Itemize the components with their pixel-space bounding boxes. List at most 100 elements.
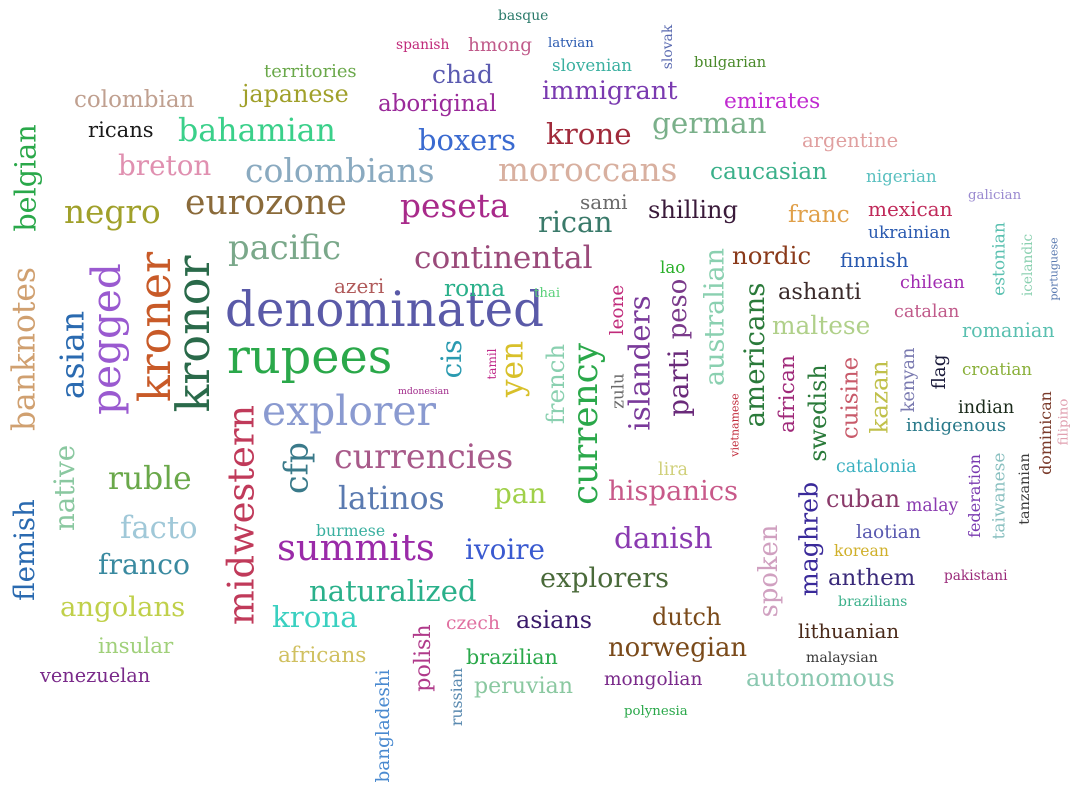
word-cfp: cfp [276,442,316,494]
word-latvian: latvian [548,36,594,52]
word-danish: danish [614,521,713,556]
word-colombian: colombian [74,86,195,113]
word-laotian: laotian [856,521,921,543]
word-thai: thai [534,286,561,302]
word-galician: galician [968,188,1022,204]
word-krone: krone [546,117,632,152]
word-japanese: japanese [242,80,349,109]
word-mdonesian: mdonesian [398,386,450,398]
word-russian: russian [447,667,467,727]
word-ivoire: ivoire [465,533,545,567]
word-portuguese: portuguese [1047,237,1061,301]
word-cuban: cuban [826,485,901,513]
word-ashanti: ashanti [778,278,862,305]
word-asians: asians [516,606,593,635]
word-denominated: denominated [225,281,545,338]
word-romanian: romanian [962,319,1055,343]
word-slovak: slovak [660,24,677,70]
word-mexican: mexican [868,197,953,221]
word-chilean: chilean [900,273,965,294]
word-hispanics: hispanics [608,476,739,508]
word-islanders: islanders [622,295,657,431]
word-belgian: belgian [8,124,43,232]
word-insular: insular [98,634,174,660]
word-naturalized: naturalized [309,574,477,609]
word-shilling: shilling [648,195,738,224]
word-polynesia: polynesia [624,704,688,720]
word-kronor: kronor [166,255,220,413]
word-malay: malay [906,496,959,517]
word-parti: parti [662,349,696,417]
word-dominican: dominican [1036,391,1056,475]
word-angolans: angolans [60,591,186,624]
word-vietnamese: vietnamese [728,393,742,457]
word-ricans: ricans [88,117,154,143]
word-eurozone: eurozone [185,182,347,223]
word-caucasian: caucasian [710,158,828,186]
word-breton: breton [118,149,212,183]
word-currencies: currencies [334,437,514,477]
word-anthem: anthem [828,564,916,591]
word-federation: federation [965,454,984,538]
word-immigrant: immigrant [542,76,678,107]
word-australian: australian [699,248,731,386]
word-chad: chad [432,59,494,89]
word-maghreb: maghreb [794,481,824,597]
word-krona: krona [272,600,358,635]
word-cuisine: cuisine [837,356,864,440]
word-indigenous: indigenous [906,415,1007,436]
word-bahamian: bahamian [178,113,336,150]
word-facto: facto [120,510,198,546]
word-spanish: spanish [396,37,450,54]
word-bangladeshi: bangladeshi [372,669,394,783]
word-norwegian: norwegian [608,633,748,664]
word-roma: roma [444,275,506,303]
word-korean: korean [834,542,889,561]
word-catalonia: catalonia [836,457,917,478]
word-pegged: pegged [81,263,130,415]
word-german: german [652,106,767,141]
word-banknotes: banknotes [6,267,43,431]
word-nordic: nordic [732,240,812,270]
word-estonian: estonian [989,222,1010,296]
word-peseta: peseta [400,186,510,225]
word-indian: indian [958,397,1015,419]
word-autonomous: autonomous [746,664,895,692]
word-brazilians: brazilians [838,594,908,610]
word-burmese: burmese [316,521,386,541]
word-taiwanese: taiwanese [989,452,1010,540]
word-peruvian: peruvian [474,672,573,699]
word-catalan: catalan [894,302,960,323]
word-native: native [48,444,82,532]
word-rican: rican [538,204,613,239]
word-explorers: explorers [540,563,670,595]
word-flag: flag [928,354,950,390]
word-malaysian: malaysian [806,649,878,666]
word-kazan: kazan [864,360,894,434]
word-aboriginal: aboriginal [378,90,497,117]
word-rupees: rupees [227,330,393,386]
word-lithuanian: lithuanian [798,620,899,644]
word-basque: basque [498,8,549,25]
word-zulu: zulu [608,373,628,409]
word-cis: cis [435,339,469,379]
word-hmong: hmong [468,34,532,56]
word-moroccans: moroccans [498,150,678,189]
word-territories: territories [264,61,357,83]
word-yen: yen [494,340,531,398]
word-emirates: emirates [724,89,821,115]
word-tanzanian: tanzanian [1016,453,1033,525]
word-spoken: spoken [754,524,785,618]
word-franc: franc [788,201,850,229]
word-continental: continental [414,240,593,277]
word-ukrainian: ukrainian [868,223,951,244]
word-negro: negro [64,192,161,231]
word-venezuelan: venezuelan [40,664,151,688]
word-latinos: latinos [338,481,445,518]
word-sami: sami [580,190,628,214]
word-croatian: croatian [962,358,1033,379]
word-colombians: colombians [245,150,435,190]
word-lira: lira [658,460,688,481]
word-pacific: pacific [228,228,341,268]
